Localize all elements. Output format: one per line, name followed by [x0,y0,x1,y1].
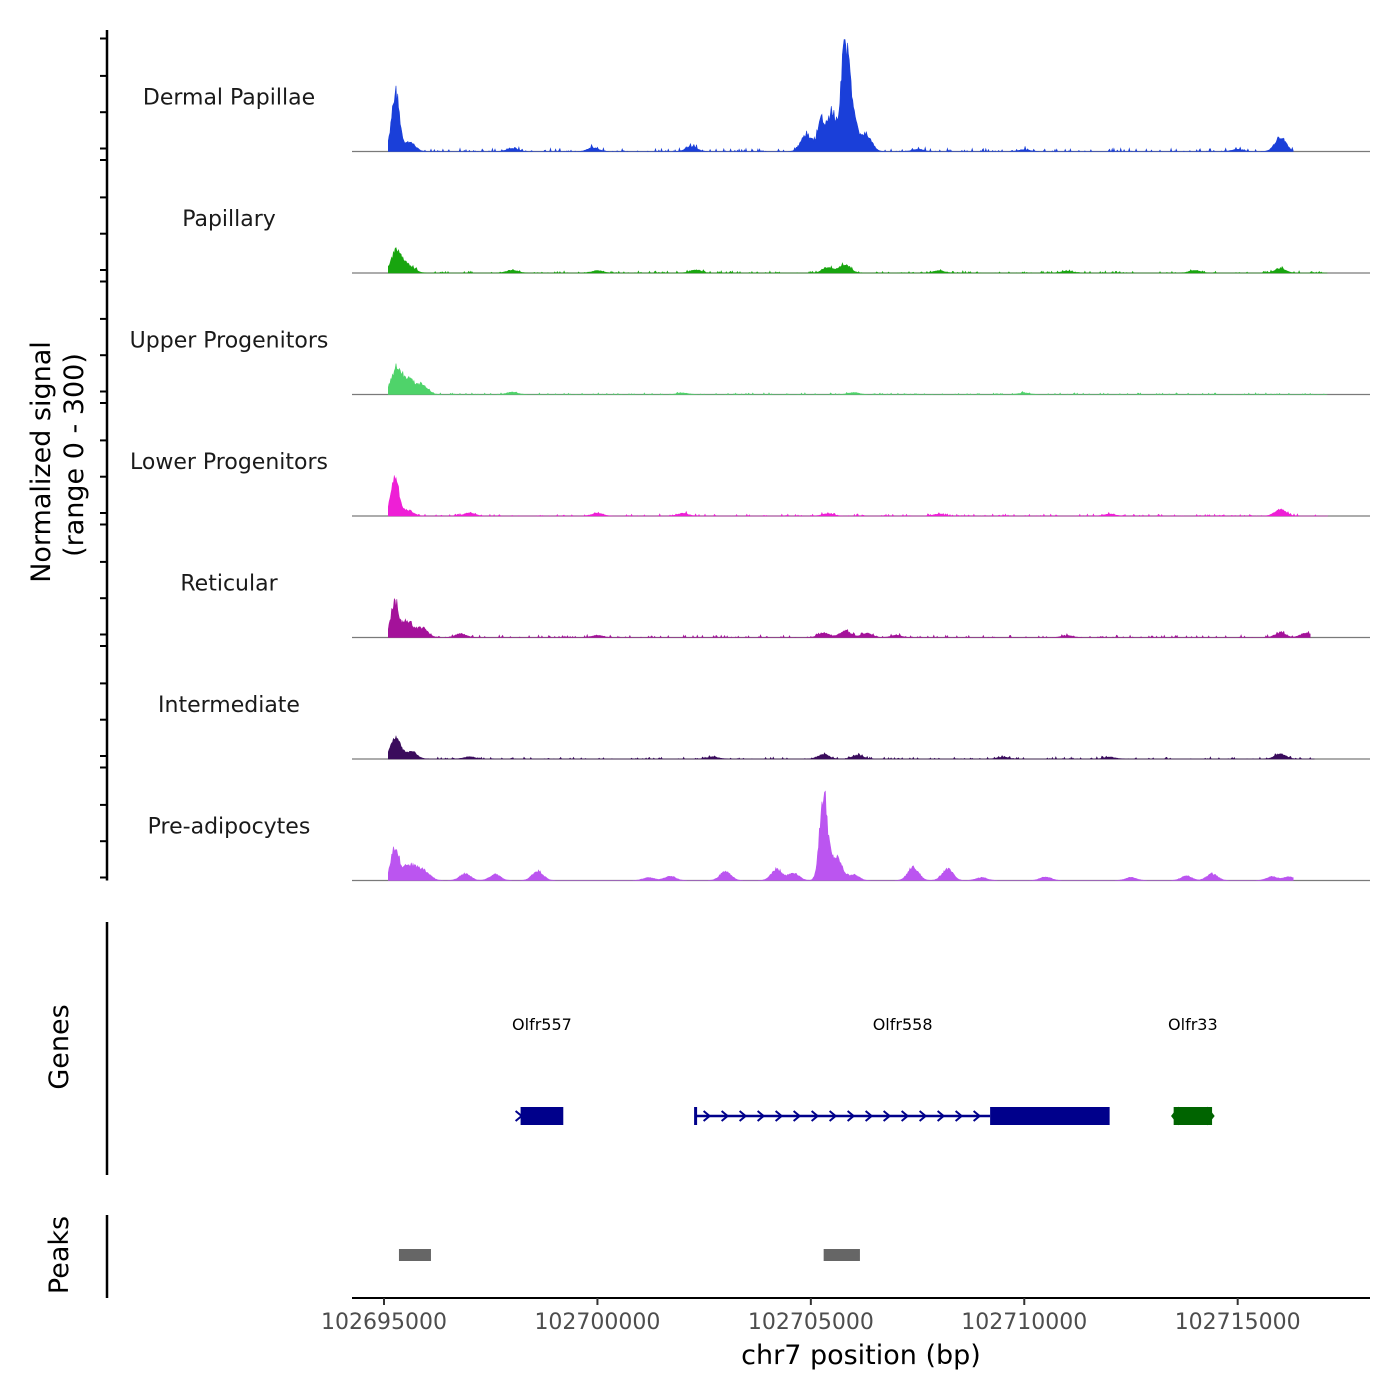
strand-arrow [702,1110,712,1122]
peak-region [398,1249,431,1261]
coverage-area [388,39,1294,153]
coverage-area [388,363,1328,396]
track-label: Lower Progenitors [130,450,328,475]
coverage-area [388,598,1311,639]
strand-arrow [972,1110,982,1122]
peak-track [398,1249,860,1261]
track-label: Reticular [180,572,278,597]
coverage-area [388,735,1315,760]
y-axis-label-line1: Normalized signal [26,341,57,583]
gene-label: Olfr33 [1168,1015,1218,1034]
gene-exon [1173,1107,1213,1125]
x-tick-label: 102695000 [321,1310,447,1335]
track-label: Upper Progenitors [130,329,329,354]
x-tick-label: 102700000 [534,1310,660,1335]
strand-arrow [882,1110,892,1122]
strand-arrow [846,1110,856,1122]
signal-y-axis [100,30,109,881]
gene-exon [520,1107,564,1125]
strand-arrow [918,1110,928,1122]
strand-arrow [774,1110,784,1122]
strand-arrow [738,1110,748,1122]
x-tick-label: 102705000 [748,1310,874,1335]
x-axis-ticks: 102695000 102700000 102705000 102710000 1027… [321,1298,1301,1335]
gene-track: Olfr557 Olfr558 Olfr33 [512,1015,1218,1126]
strand-arrow [936,1110,946,1122]
gene-exon [990,1107,1110,1125]
strand-arrow [1171,1106,1180,1126]
strand-arrow [756,1110,766,1122]
gene-label: Olfr558 [873,1015,933,1034]
x-tick-label: 102715000 [1175,1310,1301,1335]
gene-label: Olfr557 [512,1015,572,1034]
peak-region [823,1249,860,1261]
strand-arrow [828,1110,838,1122]
strand-arrow [720,1110,730,1122]
coverage-tracks: Dermal Papillae Papillary Upper Progenitor… [130,39,1370,882]
coverage-area [388,790,1294,881]
track-label: Dermal Papillae [143,86,315,111]
coverage-area [388,247,1328,274]
track-label: Papillary [182,207,276,232]
strand-arrow [792,1110,802,1122]
peaks-panel-label: Peaks [44,1216,75,1294]
x-tick-label: 102710000 [961,1310,1087,1335]
strand-arrow [900,1110,910,1122]
strand-arrow [1206,1106,1215,1126]
strand-arrow [954,1110,964,1122]
coverage-area [388,475,1328,517]
strand-arrow [864,1110,874,1122]
track-label: Pre-adipocytes [148,815,311,840]
track-label: Intermediate [158,693,300,718]
genes-panel-label: Genes [44,1004,75,1089]
y-axis-label-line2: (range 0 - 300) [59,353,90,557]
strand-arrow [810,1110,820,1122]
strand-arrow [514,1110,524,1122]
x-axis-title: chr7 position (bp) [741,1340,981,1371]
